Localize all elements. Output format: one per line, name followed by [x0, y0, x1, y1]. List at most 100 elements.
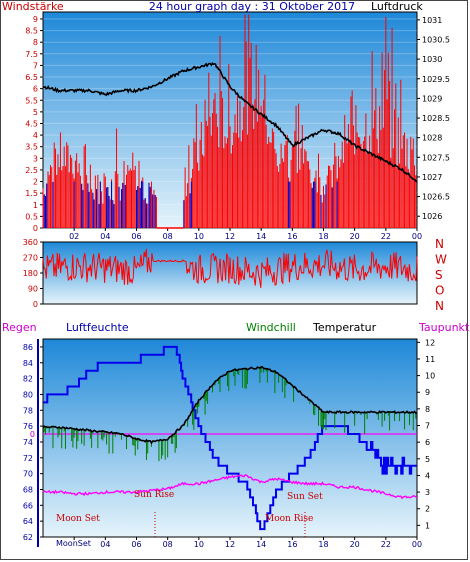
time-tick-label: 22	[381, 232, 391, 241]
wind-tick-label: 6	[33, 85, 38, 94]
sun-set-label: Sun Set	[287, 492, 323, 502]
wind-tick-label: 8.5	[25, 27, 38, 36]
temperature-plot: 6264666870727476788082848612345678910111…	[23, 338, 435, 549]
humidity-tick-label: 82	[23, 375, 33, 384]
compass-label: N	[435, 237, 444, 251]
wind-tick-label: 1	[33, 201, 38, 210]
sun-rise-label: Sun Rise	[134, 490, 174, 500]
compass-label: N	[435, 299, 444, 313]
time-tick-label: 16	[287, 540, 297, 549]
humidity-tick-label: 74	[23, 438, 33, 447]
pressure-tick-label: 1029	[422, 94, 442, 103]
humidity-tick-label: 84	[23, 359, 33, 368]
temperature-tick-label: 12	[425, 338, 435, 347]
time-tick-label: 04	[100, 540, 110, 549]
humidity-title: Luftfeuchte	[66, 321, 129, 334]
moon-set-axis-label: MoonSet	[56, 539, 91, 548]
rain-title: Regen	[2, 321, 37, 334]
humidity-tick-label: 76	[23, 422, 33, 431]
wind-tick-label: 3	[33, 154, 38, 163]
humidity-tick-label: 78	[23, 406, 33, 415]
wind-tick-label: 1.5	[25, 189, 38, 198]
humidity-tick-label: 68	[23, 485, 33, 494]
compass-label: W	[435, 253, 447, 267]
wind-tick-label: 0	[33, 224, 38, 233]
time-tick-label: 02	[69, 232, 79, 241]
wind-tick-label: 8	[33, 38, 38, 47]
temperature-tick-label: 10	[425, 372, 435, 381]
temperature-tick-label: 11	[425, 355, 435, 364]
pressure-tick-label: 1031	[422, 16, 442, 25]
direction-tick-label: 0	[33, 300, 38, 309]
wind-direction-line	[42, 248, 418, 288]
wind-tick-label: 3.5	[25, 143, 38, 152]
time-tick-label: 16	[287, 232, 297, 241]
time-tick-label: 18	[318, 232, 328, 241]
temperature-tick-label: 5	[425, 455, 430, 464]
time-tick-label: 00	[412, 232, 422, 241]
compass-label: O	[435, 284, 444, 298]
humidity-tick-label: 86	[23, 343, 33, 352]
temperature-tick-label: 7	[425, 422, 430, 431]
direction-tick-label: 180	[23, 269, 38, 278]
pressure-line	[42, 62, 418, 183]
time-tick-label: 20	[350, 232, 360, 241]
humidity-tick-label: 80	[23, 390, 33, 399]
time-tick-label: 10	[194, 540, 204, 549]
pressure-tick-label: 1027	[422, 173, 442, 182]
pressure-tick-label: 1030	[422, 55, 442, 64]
temperature-tick-label: 8	[425, 405, 430, 414]
wind-tick-label: 9	[33, 15, 38, 24]
temperature-tick-label: 1	[425, 521, 430, 530]
time-tick-label: 06	[131, 540, 141, 549]
wind-tick-label: 2.5	[25, 166, 38, 175]
temperature-tick-label: 6	[425, 438, 430, 447]
time-tick-label: 12	[225, 232, 235, 241]
wind-speed-title: Windstärke	[2, 0, 64, 13]
time-tick-label: 18	[318, 540, 328, 549]
wind-tick-label: 7.5	[25, 50, 38, 59]
wind-tick-label: 7	[33, 61, 38, 70]
pressure-tick-label: 1026	[422, 212, 442, 221]
chart-title: 24 hour graph day : 31 Oktober 2017	[149, 0, 355, 13]
time-tick-label: 22	[381, 540, 391, 549]
direction-tick-label: 90	[28, 285, 38, 294]
compass-label: S	[435, 268, 443, 282]
pressure-tick-label: 1026.5	[422, 193, 450, 202]
time-tick-label: 12	[225, 540, 235, 549]
pressure-tick-label: 1028.5	[422, 114, 450, 123]
time-tick-label: 14	[256, 232, 266, 241]
moon-set-label: Moon Set	[56, 514, 100, 524]
humidity-tick-label: 62	[23, 533, 33, 542]
time-tick-label: 08	[163, 540, 173, 549]
humidity-tick-label: 64	[23, 517, 33, 526]
temperature-tick-label: 2	[425, 505, 430, 514]
time-tick-label: 00	[412, 540, 422, 549]
humidity-tick-label: 72	[23, 454, 33, 463]
dewpoint-line	[42, 474, 418, 500]
temperature-tick-label: 9	[425, 388, 430, 397]
humidity-tick-label: 66	[23, 501, 33, 510]
pressure-tick-label: 1027.5	[422, 153, 450, 162]
temperature-line	[42, 365, 418, 445]
wind-tick-label: 5.5	[25, 96, 38, 105]
pressure-tick-label: 1028	[422, 134, 442, 143]
rain-zero-label: 0	[30, 430, 35, 439]
humidity-tick-label: 70	[23, 470, 33, 479]
wind-tick-label: 4.5	[25, 119, 38, 128]
moon-rise-label: Moon Rise	[265, 514, 313, 524]
wind-tick-label: 6.5	[25, 73, 38, 82]
temperature-panel	[42, 338, 418, 538]
time-tick-label: 20	[350, 540, 360, 549]
time-tick-label: 06	[131, 232, 141, 241]
wind-tick-label: 5	[33, 108, 38, 117]
wind-tick-label: 2	[33, 178, 38, 187]
direction-tick-label: 360	[23, 238, 38, 247]
wind-tick-label: 0.5	[25, 212, 38, 221]
time-tick-label: 10	[194, 232, 204, 241]
time-tick-label: 08	[163, 232, 173, 241]
